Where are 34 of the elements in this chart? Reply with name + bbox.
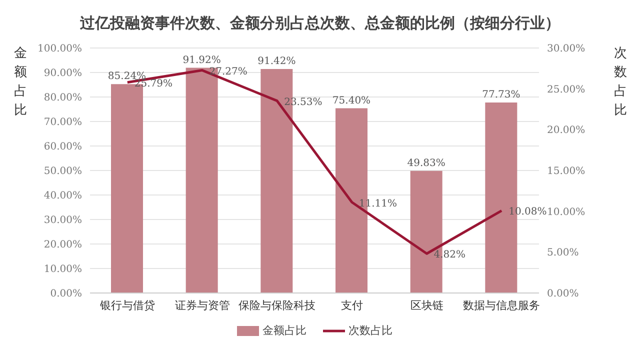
data-label: 49.83%: [407, 158, 446, 169]
legend-label: 金额占比: [262, 323, 306, 338]
y-tick-label: 10.00%: [44, 264, 82, 276]
data-label: 91.92%: [182, 54, 221, 66]
y2-tick-label: 0.00%: [547, 288, 579, 300]
x-tick-label: 银行与借贷: [98, 298, 155, 312]
y2-tick-label: 20.00%: [547, 125, 586, 136]
x-tick-label: 支付: [340, 298, 363, 312]
y2-axis-title: 次数占比: [614, 45, 628, 120]
y-tick-label: 90.00%: [44, 68, 82, 80]
y2-tick-label: 25.00%: [547, 84, 586, 96]
y2-tick-label: 10.00%: [547, 206, 586, 218]
x-tick-label: 区块链: [410, 298, 444, 312]
data-label: 91.42%: [258, 56, 296, 68]
y-tick-label: 30.00%: [44, 215, 82, 226]
data-label: 77.73%: [482, 90, 520, 101]
y-axis-title: 金额占比: [14, 45, 28, 120]
y-tick-label: 20.00%: [44, 240, 82, 251]
legend-label: 次数占比: [348, 323, 392, 338]
chart-title: 过亿投融资事件次数、金额分别占总次数、总金额的比例（按细分行业）: [79, 14, 561, 33]
x-tick-label: 数据与信息服务: [463, 298, 540, 312]
x-tick-label: 保险与保险科技: [238, 298, 316, 312]
y-tick-label: 60.00%: [44, 142, 82, 153]
y-tick-label: 100.00%: [38, 44, 82, 55]
x-tick-label: 证券与资管: [174, 298, 230, 312]
data-label: 75.40%: [332, 95, 371, 106]
y-tick-label: 50.00%: [44, 166, 82, 178]
y2-tick-label: 15.00%: [547, 166, 586, 178]
y-tick-label: 0.00%: [50, 288, 82, 300]
y2-tick-label: 5.00%: [547, 248, 579, 259]
y-tick-label: 80.00%: [44, 92, 82, 104]
y-tick-label: 70.00%: [44, 117, 82, 128]
y-tick-label: 40.00%: [44, 190, 82, 202]
y2-tick-label: 30.00%: [547, 44, 586, 55]
